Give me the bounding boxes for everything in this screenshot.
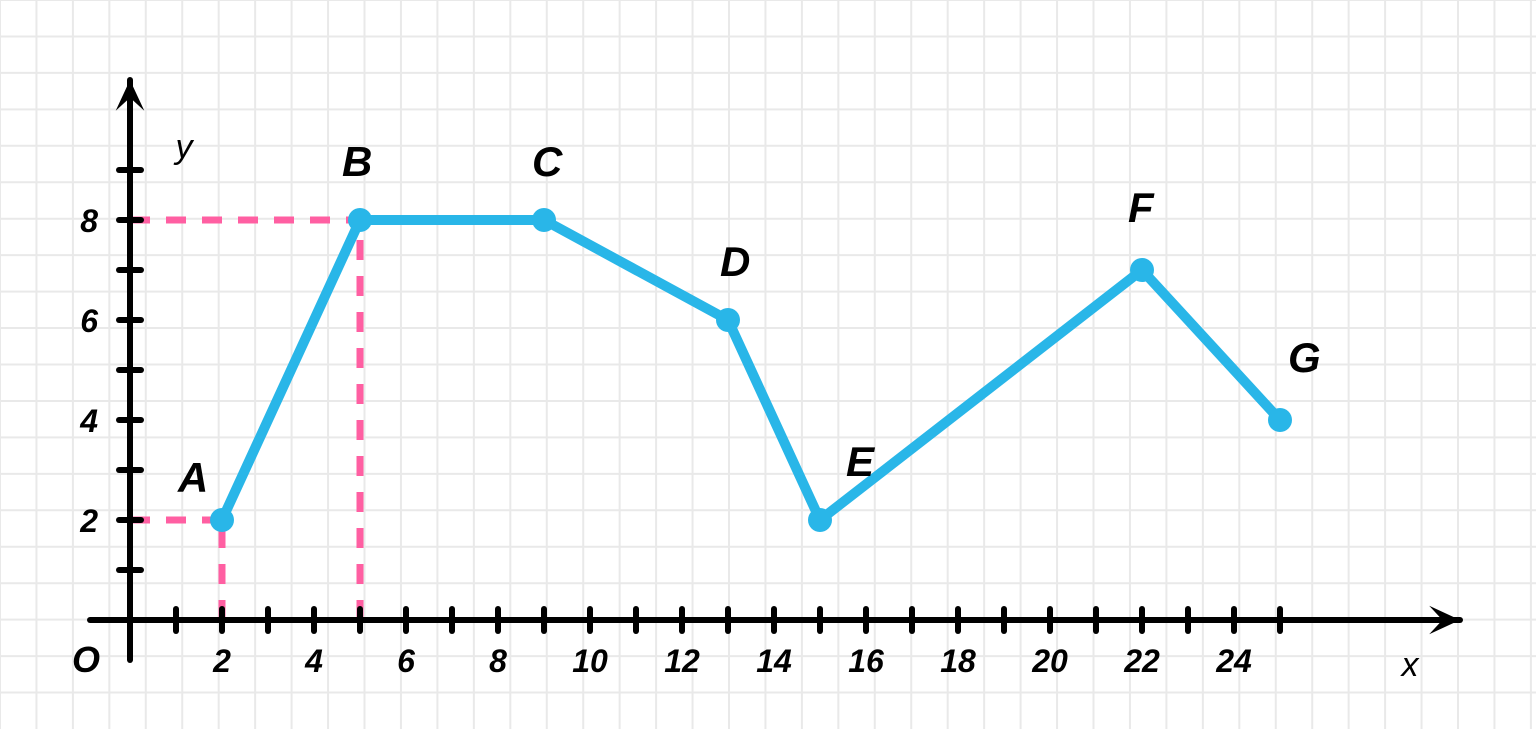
y-tick-label: 2	[79, 503, 98, 539]
point-marker-c	[532, 208, 556, 232]
point-marker-d	[716, 308, 740, 332]
point-label-a: A	[177, 454, 208, 501]
x-tick-label: 8	[489, 643, 507, 679]
x-tick-label: 18	[940, 643, 976, 679]
point-label-e: E	[846, 438, 876, 485]
x-tick-label: 22	[1123, 643, 1160, 679]
point-marker-e	[808, 508, 832, 532]
point-marker-b	[348, 208, 372, 232]
x-tick-label: 6	[397, 643, 415, 679]
x-tick-label: 2	[212, 643, 231, 679]
point-label-g: G	[1288, 334, 1321, 381]
chart-svg: 246810121416182022242468OxyABCDEFG	[0, 0, 1536, 729]
point-marker-g	[1268, 408, 1292, 432]
x-tick-label: 4	[304, 643, 323, 679]
point-marker-f	[1130, 258, 1154, 282]
point-label-d: D	[720, 238, 750, 285]
point-label-c: C	[532, 138, 563, 185]
y-tick-label: 8	[80, 203, 98, 239]
line-chart: 246810121416182022242468OxyABCDEFG	[0, 0, 1536, 729]
x-tick-label: 20	[1031, 643, 1068, 679]
point-marker-a	[210, 508, 234, 532]
origin-label: O	[72, 639, 100, 680]
y-tick-label: 4	[79, 403, 98, 439]
x-tick-label: 16	[848, 643, 884, 679]
x-axis-label: x	[1400, 646, 1420, 684]
x-tick-label: 14	[756, 643, 792, 679]
point-label-b: B	[342, 138, 372, 185]
x-tick-label: 12	[664, 643, 700, 679]
point-label-f: F	[1128, 184, 1155, 231]
x-tick-label: 10	[572, 643, 608, 679]
y-axis-label: y	[174, 128, 195, 166]
x-tick-label: 24	[1215, 643, 1252, 679]
y-tick-label: 6	[80, 303, 98, 339]
